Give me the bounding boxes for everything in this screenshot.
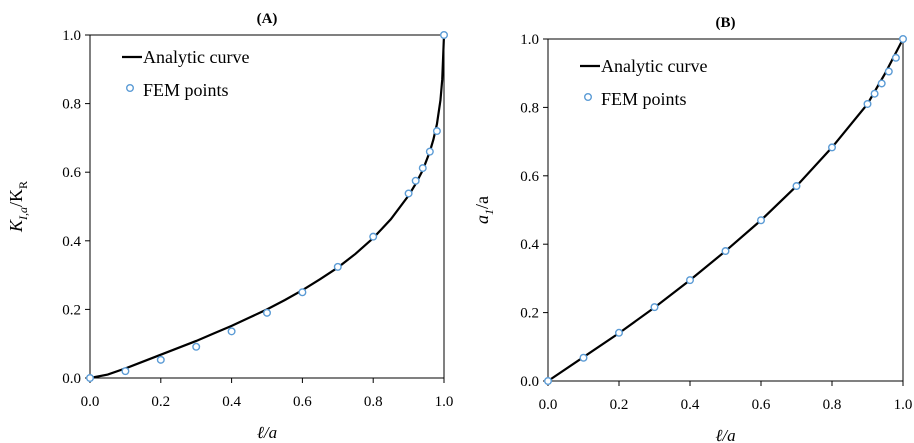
y-tick-label: 0.4 — [520, 237, 539, 253]
fem-point-marker — [721, 247, 730, 256]
fem-point-marker — [121, 367, 130, 376]
y-label-part: R — [16, 181, 30, 189]
x-tick-label: 1.0 — [894, 397, 913, 413]
fem-point-marker — [579, 353, 588, 362]
y-tick-label: 1.0 — [520, 32, 539, 48]
y-axis-label: a1/a — [472, 196, 496, 224]
y-tick-label: 0.2 — [520, 306, 539, 322]
y-tick-label: 0.2 — [62, 302, 81, 318]
y-tick-label: 0.8 — [520, 100, 539, 116]
y-axis-label: KI,a/KR — [6, 181, 30, 233]
x-tick-label: 0.0 — [539, 397, 558, 413]
chart-panel-a: (A) 0.0 0.2 0.4 0.6 0.8 1.0 0.0 0.2 0.4 0.6 0.8 1.0 ℓ… — [6, 11, 453, 442]
fem-point-marker — [85, 374, 94, 383]
y-label-part: /K — [6, 189, 26, 207]
y-label-part: 1 — [482, 209, 496, 215]
fem-point-marker — [432, 127, 441, 136]
legend-label-analytic: Analytic curve — [601, 56, 707, 76]
fem-point-marker — [425, 147, 434, 156]
fem-point-marker — [757, 216, 766, 225]
fem-point-marker — [411, 176, 420, 185]
y-tick-label: 0.6 — [520, 169, 539, 185]
analytic-curve-line — [547, 38, 904, 382]
fem-point-marker — [440, 31, 449, 40]
y-label-part: a — [472, 215, 492, 224]
fem-point-marker — [192, 342, 201, 351]
y-tick-label: 0.8 — [62, 97, 81, 113]
y-axis-label-text: a1/a — [472, 196, 496, 224]
y-tick-label: 0.6 — [62, 165, 81, 181]
x-tick-label: 0.4 — [681, 397, 700, 413]
fem-point-marker — [686, 276, 695, 285]
fem-point-marker — [404, 189, 413, 198]
y-axis-label-text: KI,a/KR — [6, 181, 30, 233]
legend-label-fem: FEM points — [143, 80, 229, 100]
fem-point-marker — [544, 377, 553, 386]
y-tick-label: 0.0 — [520, 374, 539, 390]
y-label-part: I,a — [16, 207, 30, 221]
fem-point-marker — [333, 262, 342, 271]
x-tick-label: 0.0 — [81, 394, 100, 410]
fem-point-marker — [369, 232, 378, 241]
y-tick-label: 0.0 — [62, 371, 81, 387]
fem-point-marker — [298, 288, 307, 297]
fem-point-marker — [870, 89, 879, 98]
y-label-part: /a — [472, 196, 492, 209]
plot-frame — [547, 38, 904, 382]
fem-point-marker — [418, 164, 427, 173]
x-axis-label: ℓ/a — [715, 426, 735, 443]
x-tick-label: 0.2 — [610, 397, 629, 413]
legend-marker-swatch — [584, 92, 593, 101]
fem-point-marker — [891, 53, 900, 62]
fem-point-marker — [863, 99, 872, 108]
legend-label-fem: FEM points — [601, 89, 687, 109]
x-tick-label: 0.4 — [222, 394, 241, 410]
legend-marker-swatch — [125, 83, 134, 92]
chart-panel-b: (B) 0.0 0.2 0.4 0.6 0.8 1.0 0.0 0.2 0.4 0.6 0.8 1.0 ℓ… — [472, 15, 912, 443]
fem-point-marker — [877, 79, 886, 88]
y-label-part: K — [6, 219, 26, 233]
x-tick-label: 0.8 — [364, 394, 383, 410]
plot-frame — [89, 34, 445, 379]
fem-point-marker — [227, 327, 236, 336]
x-tick-label: 0.2 — [151, 394, 170, 410]
x-tick-label: 0.6 — [752, 397, 771, 413]
legend-label-analytic: Analytic curve — [143, 47, 249, 67]
x-axis-label: ℓ/a — [257, 423, 277, 442]
fem-point-marker — [792, 182, 801, 191]
fem-point-marker — [899, 35, 908, 44]
y-tick-label: 1.0 — [62, 28, 81, 44]
chart-title: (A) — [257, 11, 278, 27]
fem-point-marker — [156, 355, 165, 364]
x-tick-label: 0.8 — [823, 397, 842, 413]
y-tick-label: 0.4 — [62, 234, 81, 250]
fem-point-marker — [263, 308, 272, 317]
x-tick-label: 1.0 — [435, 394, 454, 410]
x-tick-label: 0.6 — [293, 394, 312, 410]
fem-point-marker — [615, 328, 624, 337]
chart-title: (B) — [716, 15, 736, 31]
fem-point-marker — [650, 303, 659, 312]
fem-point-marker — [884, 67, 893, 76]
fem-point-marker — [828, 143, 837, 152]
analytic-curve-line — [89, 34, 446, 380]
